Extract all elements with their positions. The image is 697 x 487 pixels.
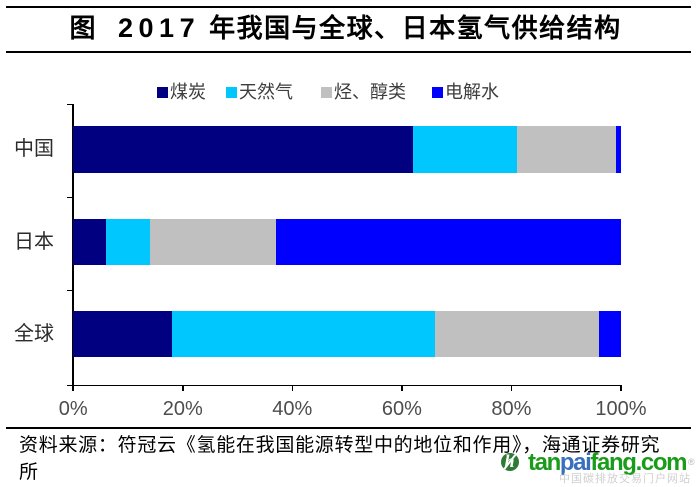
legend-item-coal: 煤炭: [157, 83, 206, 102]
legend-swatch-hydrocarbon-alcohol: [321, 87, 332, 98]
source-top-rule: [6, 426, 691, 429]
legend-item-hydrocarbon-alcohol: 烃、醇类: [321, 83, 406, 102]
watermark-registered-mark: ®: [688, 457, 695, 467]
x-tick-label: 60%: [381, 397, 422, 420]
bar-segment-日本-烃、醇类: [149, 218, 276, 265]
bar-segment-中国-电解水: [615, 126, 621, 173]
bar-segment-全球-煤炭: [73, 310, 172, 358]
legend-item-electrolysis: 电解水: [432, 83, 499, 102]
watermark-text-part: tan: [528, 449, 561, 476]
y-axis-tick: [66, 103, 73, 106]
legend-label-coal: 煤炭: [170, 82, 206, 102]
watermark-text: tanpaifang.com: [528, 449, 688, 476]
watermark-logo: h tanpaifang.com ® 中国碳排放交易门户网站: [498, 449, 697, 485]
figure-title: 图 2017 年我国与全球、日本氢气供给结构: [70, 14, 622, 43]
bar-segment-中国-天然气: [412, 126, 517, 173]
legend-swatch-coal: [157, 87, 168, 98]
watermark-icon: h: [500, 453, 519, 471]
title-top-rule: [6, 6, 691, 8]
x-axis-tick: [291, 385, 294, 391]
source-line2: 所: [19, 462, 39, 483]
bar-segment-日本-电解水: [275, 218, 621, 265]
bar-segment-日本-煤炭: [73, 218, 107, 265]
watermark-text-part: pai: [559, 449, 592, 476]
legend-label-electrolysis: 电解水: [445, 82, 499, 102]
watermark-text-part: fang: [590, 449, 637, 476]
legend-label-hydrocarbon-alcohol: 烃、醇类: [334, 82, 406, 102]
title-prefix: 图: [69, 14, 98, 43]
legend-swatch-natural-gas: [226, 87, 237, 98]
title-year: 2017: [118, 13, 201, 43]
bar-segment-全球-烃、醇类: [434, 310, 600, 358]
x-tick-label: 0%: [58, 397, 88, 420]
legend-label-natural-gas: 天然气: [239, 82, 293, 102]
x-axis-tick: [72, 385, 74, 391]
y-axis-tick: [66, 196, 73, 199]
bar-segment-中国-烃、醇类: [516, 126, 616, 173]
bar-segment-日本-天然气: [106, 218, 150, 265]
category-label-全球: 全球: [14, 323, 54, 346]
x-tick-label: 80%: [491, 397, 532, 420]
watermark-tagline: 中国碳排放交易门户网站: [559, 472, 691, 485]
x-axis-tick: [181, 385, 184, 391]
x-axis-tick: [510, 385, 513, 391]
category-label-中国: 中国: [14, 138, 54, 161]
x-tick-label: 40%: [272, 397, 313, 420]
x-tick-label: 100%: [595, 397, 647, 420]
legend-swatch-electrolysis: [432, 87, 443, 98]
bar-segment-中国-煤炭: [73, 126, 413, 173]
bar-segment-全球-天然气: [171, 310, 435, 358]
source-line1: 资料来源：符冠云《氢能在我国能源转型中的地位和作用》，海通证券研究: [19, 434, 661, 456]
watermark-text-part: .com: [635, 449, 688, 476]
x-axis-tick: [401, 385, 403, 391]
chart-legend: 煤炭 天然气 烃、醇类 电解水: [0, 83, 697, 103]
source-note: 资料来源：符冠云《氢能在我国能源转型中的地位和作用》，海通证券研究所: [19, 432, 695, 487]
x-axis-line: [66, 384, 622, 387]
bar-segment-全球-电解水: [599, 310, 621, 358]
x-tick-label: 20%: [162, 397, 203, 420]
title-bottom-rule: [6, 51, 691, 54]
legend-item-natural-gas: 天然气: [226, 83, 293, 102]
y-axis-line: [72, 103, 74, 386]
x-axis-tick: [620, 385, 622, 391]
category-label-日本: 日本: [14, 230, 54, 253]
title-text: 年我国与全球、日本氢气供给结构: [209, 14, 622, 43]
y-axis-tick: [66, 289, 73, 292]
